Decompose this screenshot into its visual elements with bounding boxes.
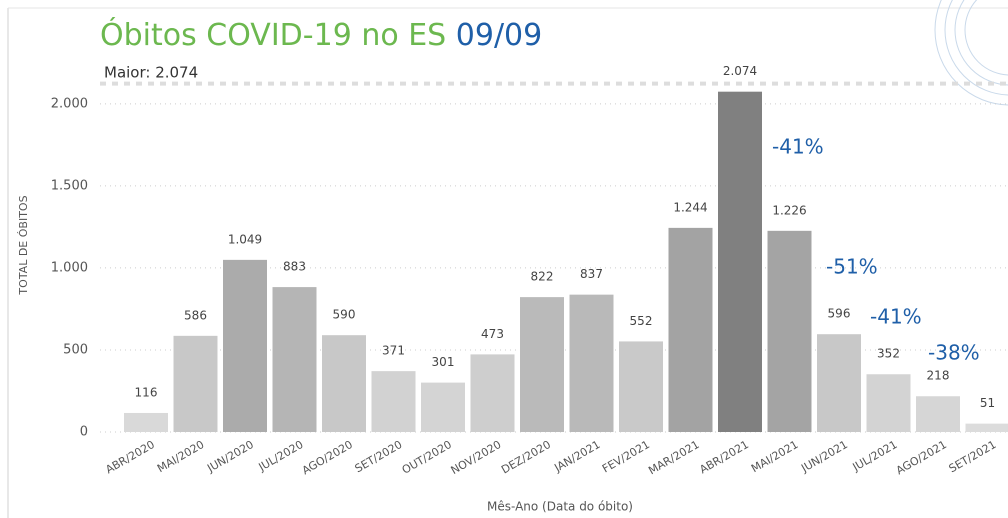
value-label: 51 [980,396,995,410]
x-axis-label: Mês-Ano (Data do óbito) [487,500,633,514]
bar [124,412,168,432]
value-label: 596 [828,307,851,321]
value-label: 1.226 [772,203,806,217]
value-label: 116 [135,385,158,399]
title-date: 09/09 [456,18,542,53]
chart-title: Óbitos COVID-19 no ES 09/09 [100,16,542,53]
bar [668,227,713,432]
bar [223,259,267,432]
bar [520,297,564,432]
y-tick-label: 1.000 [51,260,88,275]
bar [421,382,465,432]
value-label: 837 [580,267,603,281]
decor-arcs [934,0,1008,106]
annotation: -41% [772,135,824,159]
bar [965,423,1008,432]
bar [866,374,911,432]
bar [817,334,861,432]
y-axis-label: TOTAL DE ÓBITOS [17,195,30,295]
bar [173,335,218,432]
annotation: -38% [928,341,980,365]
y-tick-label: 2.000 [51,96,88,111]
bar [718,91,762,433]
value-label: 590 [333,308,356,322]
value-label: 352 [877,347,900,361]
value-label: 473 [481,327,504,341]
bar [371,371,416,432]
value-label: 552 [630,314,653,328]
value-label: 218 [927,369,950,383]
reference-label: Maior: 2.074 [104,64,198,82]
value-label: 586 [184,308,207,322]
y-tick-label: 1.500 [51,178,88,193]
value-label: 371 [382,344,405,358]
value-label: 1.049 [228,232,262,246]
value-label: 883 [283,260,306,274]
value-label: 2.074 [723,64,757,78]
bar [619,341,663,432]
bar [916,396,960,432]
bar [272,287,317,432]
bar [767,230,812,432]
y-tick-label: 500 [63,342,88,357]
value-label: 822 [531,270,554,284]
title-text: Óbitos COVID-19 no ES [100,16,446,53]
bar [322,335,366,432]
value-label: 301 [432,355,455,369]
y-tick-label: 0 [80,425,88,440]
bar [569,294,614,432]
bar [470,354,515,432]
value-label: 1.244 [673,200,707,214]
annotation: -41% [870,305,922,329]
annotation: -51% [826,255,878,279]
